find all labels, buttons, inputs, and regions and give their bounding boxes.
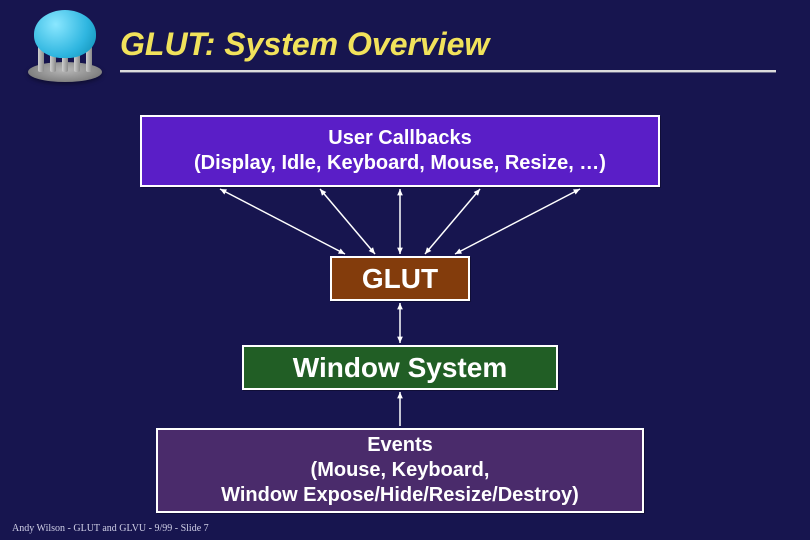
page-title: GLUT: System Overview [120,26,489,63]
node-text: User Callbacks [142,126,658,151]
node-text: (Display, Idle, Keyboard, Mouse, Resize,… [142,151,658,176]
node-glut: GLUT [330,256,470,301]
node-text: GLUT [332,261,468,296]
logo-icon [22,8,108,94]
node-user-callbacks: User Callbacks (Display, Idle, Keyboard,… [140,115,660,187]
node-window-system: Window System [242,345,558,390]
footer-text: Andy Wilson - GLUT and GLVU - 9/99 - Sli… [12,523,209,534]
node-text: Window System [244,350,556,385]
node-events: Events (Mouse, Keyboard, Window Expose/H… [156,428,644,513]
node-text: (Mouse, Keyboard, [158,458,642,483]
slide: GLUT: System Overview User Callbacks (Di… [0,0,810,540]
node-text: Events [158,433,642,458]
node-text: Window Expose/Hide/Resize/Destroy) [158,483,642,508]
header-divider [120,70,776,73]
